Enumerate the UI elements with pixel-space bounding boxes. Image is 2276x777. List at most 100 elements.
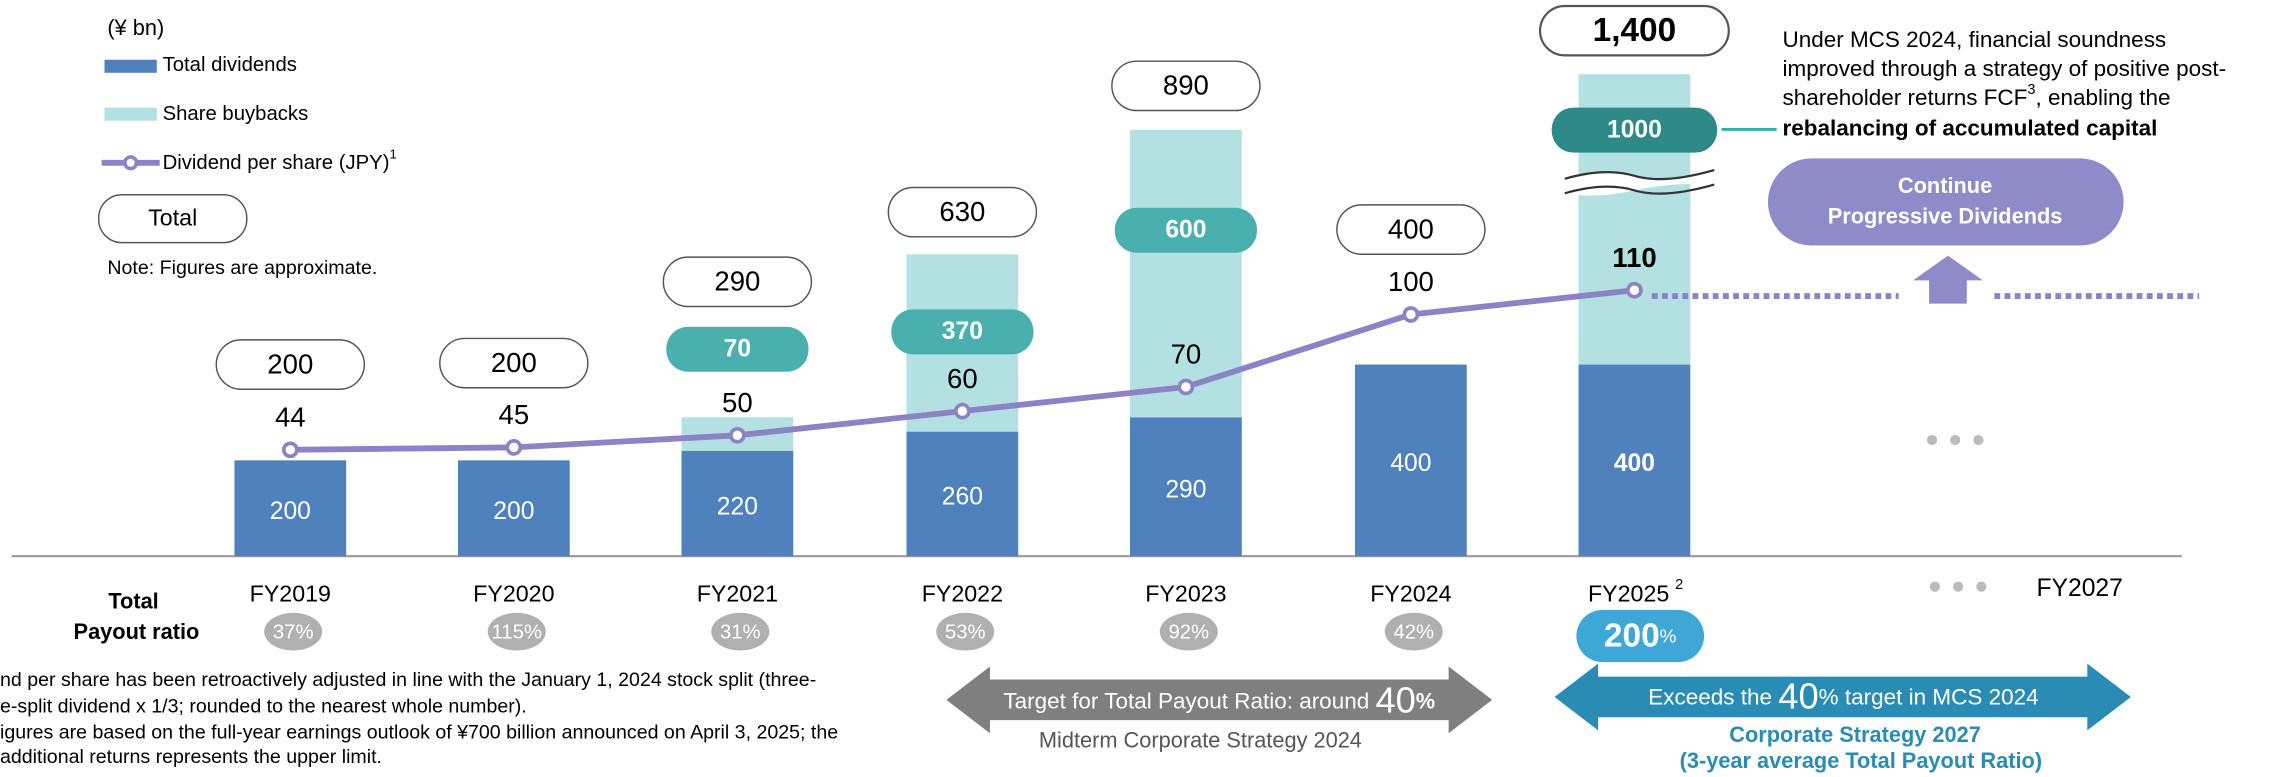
legend-marker — [123, 155, 139, 171]
x-tick-label: FY2024 — [1370, 580, 1451, 606]
bar-dividends — [1355, 364, 1467, 557]
blue-arrow-text: Exceeds the 40% target in MCS 2024 — [1648, 675, 2038, 716]
footnote: nd per share has been retroactively adju… — [0, 669, 816, 691]
dps-marker — [505, 439, 523, 456]
payout-value: 200 — [1604, 617, 1660, 654]
bar-dividends — [234, 460, 347, 557]
total-label: 200 — [267, 348, 313, 379]
buyback-pill — [1551, 107, 1718, 153]
buyback-label: 370 — [942, 318, 983, 345]
dps-label: 110 — [1612, 242, 1656, 273]
payout-pill — [936, 612, 995, 651]
total-label: 890 — [1163, 70, 1209, 101]
blue-arrow-caption: Corporate Strategy 2027 — [1729, 722, 1981, 747]
legend-total-box — [97, 193, 248, 244]
gray-arrow — [946, 666, 1493, 734]
up-arrow — [1913, 255, 1983, 304]
footnote-marker: 2 — [1675, 577, 1683, 593]
total-box — [662, 256, 813, 308]
note: Note: Figures are approximate. — [107, 257, 377, 279]
continue-box — [1767, 158, 2124, 246]
buyback-pill — [1114, 207, 1258, 253]
x-tick-label: FY2027 — [2036, 575, 2122, 602]
dps-marker — [1402, 306, 1420, 323]
dividend-label: 400 — [1390, 450, 1431, 477]
total-box — [1111, 60, 1261, 112]
total-label: 200 — [491, 347, 537, 378]
payout-pill — [1159, 612, 1218, 651]
payout-label: 92% — [1168, 621, 1209, 643]
x-tick-label: FY2022 — [922, 580, 1003, 606]
bar-dividends — [906, 431, 1019, 557]
payout-pill — [264, 612, 323, 651]
buyback-label: 1000 — [1607, 116, 1662, 143]
unit-label: (¥ bn) — [107, 15, 164, 40]
legend-label: Total dividends — [163, 54, 297, 76]
dps-marker — [1626, 281, 1643, 299]
total-box — [887, 186, 1038, 238]
legend-swatch — [104, 59, 157, 73]
dividend-label: 260 — [942, 484, 983, 511]
side-text: rebalancing of accumulated capital — [1782, 115, 2157, 140]
buyback-pill — [666, 326, 809, 372]
payout-label: 37% — [273, 621, 314, 643]
x-tick-label: FY2019 — [250, 580, 331, 606]
legend-label: Total — [148, 205, 197, 231]
dps-label: 50 — [722, 387, 753, 418]
side-text: improved through a strategy of positive … — [1782, 56, 2226, 81]
total-label: 400 — [1388, 213, 1434, 244]
total-box — [1336, 204, 1486, 255]
legend-label: Share buybacks — [163, 103, 309, 125]
legend-label: Dividend per share (JPY)1 — [163, 147, 397, 175]
x-tick-label: FY2025 — [1588, 580, 1669, 606]
payout-unit: % — [1660, 625, 1677, 646]
payout-pill — [1576, 609, 1705, 663]
axis-break — [1564, 183, 1715, 195]
dps-label: 44 — [275, 402, 306, 433]
axis-break — [1564, 170, 1715, 196]
payout-label: 53% — [945, 621, 986, 643]
footnote: igures are based on the full-year earnin… — [0, 721, 838, 743]
bar-buybacks — [1130, 129, 1242, 418]
bar-dividends — [1130, 417, 1242, 557]
dividend-label: 400 — [1614, 450, 1655, 477]
payout-label: 200% — [1604, 617, 1677, 654]
blue-arrow-caption: (3-year average Total Payout Ratio) — [1680, 748, 2042, 773]
continue-text: Continue — [1898, 173, 1992, 198]
bar-dividends — [681, 450, 794, 557]
dividend-label: 220 — [717, 493, 758, 520]
payout-title: Payout ratio — [74, 619, 200, 644]
continue-text: Progressive Dividends — [1828, 204, 2063, 229]
bar-dividends — [457, 460, 570, 557]
dps-label: 60 — [947, 363, 978, 394]
payout-pill — [487, 612, 546, 651]
dps-label: 45 — [499, 399, 530, 430]
payout-pill — [1384, 612, 1443, 651]
payout-title: Total — [108, 588, 158, 613]
dps-marker — [1177, 378, 1195, 396]
blue-arrow — [1554, 663, 2131, 731]
dividend-label: 200 — [270, 498, 311, 525]
payout-label: 115% — [492, 621, 542, 643]
dps-label: 70 — [1171, 339, 1202, 370]
side-text: shareholder returns FCF3, enabling the — [1782, 82, 2170, 110]
dps-marker — [729, 426, 746, 444]
total-box — [439, 337, 589, 389]
footnote: e-split dividend x 1/3; rounded to the n… — [0, 695, 527, 717]
gray-arrow-caption: Midterm Corporate Strategy 2024 — [1039, 728, 1362, 753]
dps-marker — [281, 441, 299, 459]
dividend-label: 200 — [493, 498, 534, 525]
buyback-label: 600 — [1165, 217, 1206, 244]
ellipsis — [1926, 434, 1987, 592]
axis-break — [1564, 168, 1715, 181]
dps-label: 100 — [1388, 266, 1434, 297]
payout-label: 42% — [1393, 621, 1434, 643]
buyback-pill — [891, 309, 1034, 355]
total-label: 1,400 — [1593, 12, 1677, 49]
total-box — [215, 339, 366, 390]
buyback-label: 70 — [724, 336, 751, 363]
gray-arrow-text: Target for Total Payout Ratio: around 40… — [1003, 679, 1435, 720]
x-tick-label: FY2023 — [1145, 580, 1226, 606]
payout-label: 31% — [720, 621, 761, 643]
